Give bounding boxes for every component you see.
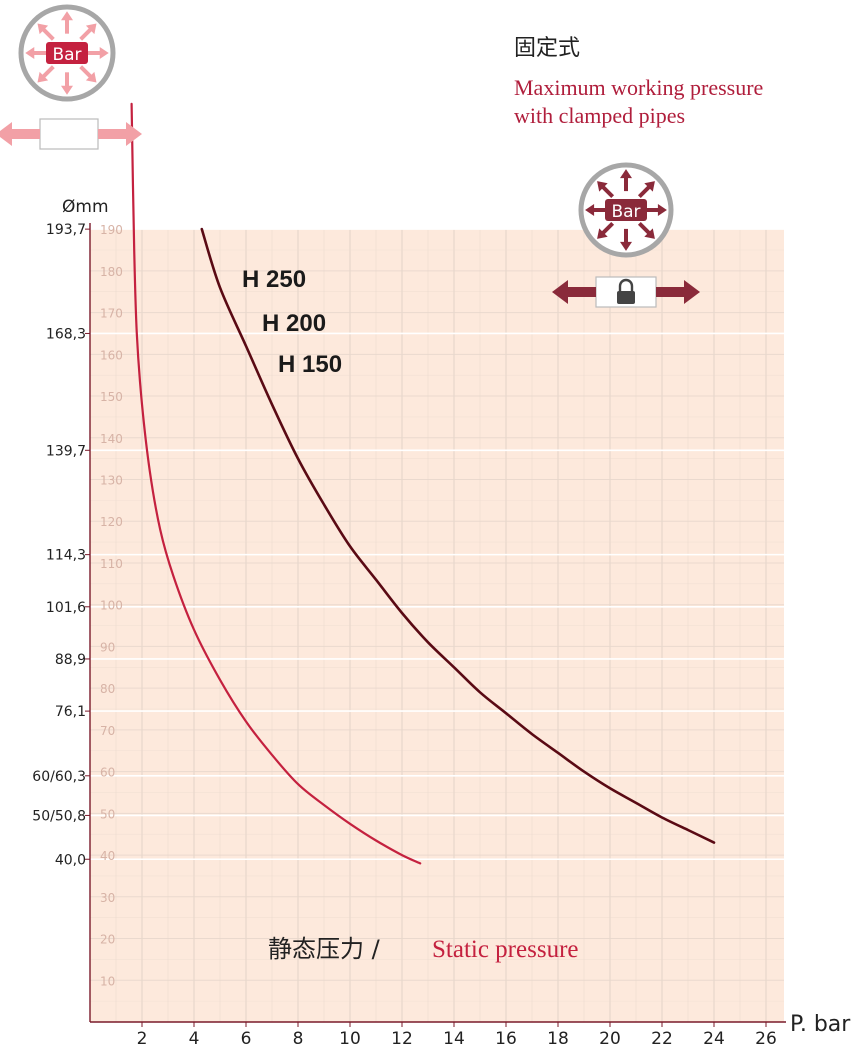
y-pipe-tick-label: 101,6 bbox=[46, 600, 86, 616]
arrow-icon bbox=[37, 71, 49, 83]
x-tick-label: 2 bbox=[137, 1029, 148, 1049]
y-pipe-tick-label: 88,9 bbox=[55, 652, 86, 668]
y-inner-tick-label: 180 bbox=[100, 265, 123, 279]
y-inner-tick-label: 150 bbox=[100, 390, 123, 404]
pipe-icon-free bbox=[0, 118, 142, 150]
arrow-icon bbox=[10, 129, 40, 139]
y-pipe-tick-label: 76,1 bbox=[55, 704, 86, 720]
arrow-icon bbox=[597, 228, 608, 239]
y-pipe-tick-label: 60/60,3 bbox=[32, 769, 86, 785]
arrow-icon bbox=[684, 280, 700, 304]
arrow-icon bbox=[656, 287, 686, 297]
arrow-icon bbox=[37, 23, 49, 35]
badge-label-bg bbox=[605, 199, 647, 221]
arrow-icon bbox=[126, 122, 142, 146]
arrow-icon bbox=[620, 169, 632, 179]
chart-title: 固定式 bbox=[514, 36, 581, 61]
y-pipe-tick-label: 50/50,8 bbox=[32, 808, 86, 824]
arrow-icon bbox=[644, 228, 655, 239]
y-inner-tick-label: 190 bbox=[100, 223, 123, 237]
chart-subtitle: Maximum working pressure with clamped pi… bbox=[514, 74, 844, 130]
pressure-badge-free: Bar bbox=[18, 4, 116, 102]
x-unit-label: P. bar bbox=[790, 1012, 851, 1037]
y-inner-tick-label: 10 bbox=[100, 974, 115, 988]
x-tick-label: 24 bbox=[703, 1029, 725, 1049]
badge-label-bg bbox=[46, 42, 88, 64]
x-tick-label: 10 bbox=[339, 1029, 361, 1049]
y-pipe-tick-label: 139,7 bbox=[46, 443, 86, 459]
y-pipe-tick-label: 193,7 bbox=[46, 222, 86, 238]
y-inner-tick-label: 160 bbox=[100, 348, 123, 362]
y-inner-tick-label: 70 bbox=[100, 724, 115, 738]
arrow-icon bbox=[0, 122, 12, 146]
arrow-icon bbox=[85, 71, 97, 83]
series-line-clamped bbox=[200, 227, 716, 844]
pipe-body bbox=[39, 118, 99, 150]
x-tick-label: 14 bbox=[443, 1029, 465, 1049]
series-line-free bbox=[130, 102, 422, 865]
y-inner-tick-label: 130 bbox=[100, 474, 123, 488]
series-label: H 150 bbox=[278, 351, 342, 378]
y-inner-tick-label: 80 bbox=[100, 682, 115, 696]
y-inner-tick-label: 30 bbox=[100, 891, 115, 905]
y-inner-tick-label: 20 bbox=[100, 933, 115, 947]
y-inner-tick-label: 90 bbox=[100, 640, 115, 654]
badge-label: Bar bbox=[611, 202, 640, 222]
y-inner-tick-label: 110 bbox=[100, 557, 123, 571]
arrow-icon bbox=[597, 181, 608, 192]
arrow-icon bbox=[552, 280, 568, 304]
arrow-icon bbox=[585, 204, 595, 216]
series-label: H 250 bbox=[242, 266, 306, 293]
y-axis-title: Ømm bbox=[62, 197, 109, 217]
y-pipe-tick-label: 40,0 bbox=[55, 852, 86, 868]
x-tick-label: 16 bbox=[495, 1029, 517, 1049]
x-axis-title-cn: 静态压力 / bbox=[268, 935, 381, 963]
badge-label: Bar bbox=[52, 45, 81, 65]
y-inner-tick-label: 120 bbox=[100, 515, 123, 529]
x-axis-title-en: Static pressure bbox=[432, 936, 578, 963]
x-tick-label: 6 bbox=[241, 1029, 252, 1049]
pressure-badge-clamped: Bar bbox=[578, 162, 674, 258]
arrow-icon bbox=[657, 204, 667, 216]
arrow-icon bbox=[25, 47, 35, 59]
x-tick-label: 8 bbox=[293, 1029, 304, 1049]
y-pipe-tick-label: 114,3 bbox=[46, 548, 86, 564]
arrow-icon bbox=[61, 11, 73, 21]
subtitle-line-1: Maximum working pressure bbox=[514, 75, 764, 100]
arrow-icon bbox=[620, 241, 632, 251]
pipe-icon-clamped bbox=[552, 276, 700, 308]
x-tick-label: 18 bbox=[547, 1029, 569, 1049]
arrow-icon bbox=[99, 47, 109, 59]
x-tick-label: 4 bbox=[189, 1029, 200, 1049]
x-tick-label: 22 bbox=[651, 1029, 673, 1049]
x-tick-label: 12 bbox=[391, 1029, 413, 1049]
arrow-icon bbox=[85, 23, 97, 35]
subtitle-line-2: with clamped pipes bbox=[514, 103, 686, 128]
y-inner-tick-label: 50 bbox=[100, 807, 115, 821]
lock-icon bbox=[618, 278, 634, 291]
arrow-icon bbox=[98, 129, 128, 139]
y-pipe-tick-label: 168,3 bbox=[46, 326, 86, 342]
y-inner-tick-label: 60 bbox=[100, 766, 115, 780]
series-label: H 200 bbox=[262, 310, 326, 337]
lock-icon bbox=[617, 291, 635, 304]
y-inner-tick-label: 140 bbox=[100, 432, 123, 446]
arrow-icon bbox=[61, 85, 73, 95]
y-inner-tick-label: 170 bbox=[100, 307, 123, 321]
y-inner-tick-label: 100 bbox=[100, 599, 123, 613]
arrow-icon bbox=[566, 287, 596, 297]
y-inner-tick-label: 40 bbox=[100, 849, 115, 863]
x-tick-label: 20 bbox=[599, 1029, 621, 1049]
arrow-icon bbox=[644, 181, 655, 192]
x-tick-label: 26 bbox=[755, 1029, 777, 1049]
